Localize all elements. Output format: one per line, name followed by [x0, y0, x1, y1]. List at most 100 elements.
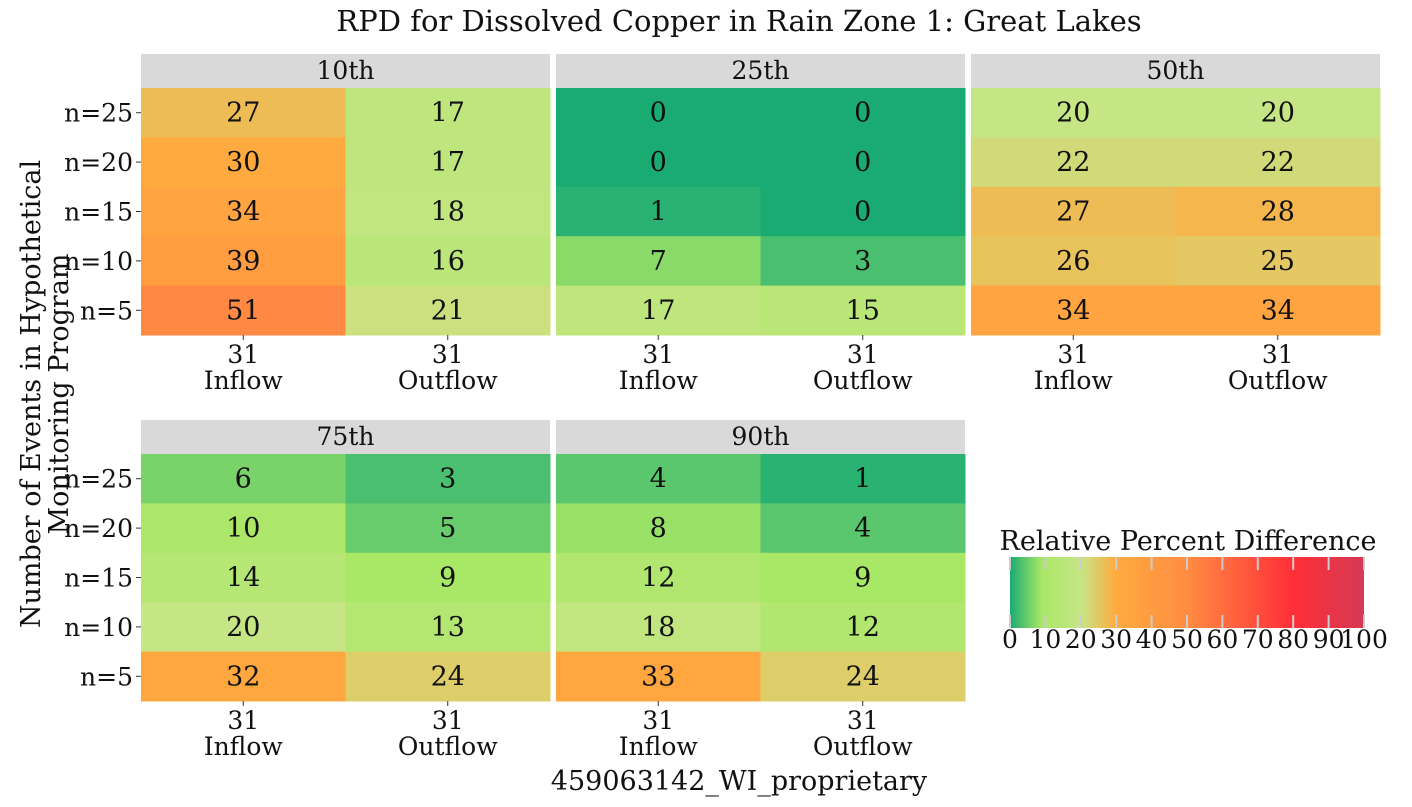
heatmap-cell — [345, 602, 551, 653]
heatmap-cell — [760, 454, 966, 504]
heatmap-cell — [141, 602, 346, 653]
heatmap-cell — [971, 186, 1176, 237]
color-legend: Relative Percent Difference 0 10 20 30 40 50 6… — [1000, 526, 1388, 654]
legend-tick-label: 100 — [1340, 625, 1388, 654]
legend-tick-label: 40 — [1136, 625, 1168, 654]
cell-value-label: 1 — [854, 464, 871, 495]
heatmap-cell — [556, 186, 761, 237]
strip-background — [141, 54, 550, 88]
panel-strip-label: 10th — [317, 56, 375, 85]
heatmap-cell — [760, 137, 966, 188]
heatmap-cell — [1175, 285, 1381, 336]
y-tick-label: n=20 — [64, 514, 133, 543]
y-axis-title-line1: Number of Events in Hypothetical — [16, 160, 47, 628]
cell-value-label: 0 — [854, 197, 871, 228]
heatmap-cell — [345, 236, 551, 287]
x-tick-name-label: Outflow — [1228, 366, 1328, 395]
heatmap-cell — [141, 88, 346, 138]
cell-value-label: 6 — [235, 464, 252, 495]
x-tick-count-label: 31 — [642, 706, 674, 735]
cell-value-label: 16 — [431, 246, 465, 277]
heatmap-cell — [141, 137, 346, 188]
cell-value-label: 34 — [226, 197, 260, 228]
x-tick-count-label: 31 — [432, 340, 464, 369]
x-tick-name-label: Inflow — [204, 366, 284, 395]
cell-value-label: 17 — [431, 147, 465, 178]
x-tick-name-label: Outflow — [813, 366, 913, 395]
legend-tick-label: 50 — [1171, 625, 1203, 654]
cell-value-label: 9 — [439, 563, 456, 594]
legend-tick-label: 30 — [1100, 625, 1132, 654]
y-axis-title-line2: Monitoring Program — [44, 253, 75, 534]
heatmap-cell — [1175, 88, 1381, 138]
heatmap-cell — [141, 454, 346, 504]
x-tick-count-label: 31 — [847, 706, 879, 735]
panel-strip-label: 50th — [1147, 56, 1205, 85]
x-tick-name-label: Inflow — [204, 732, 284, 761]
y-tick-label: n=15 — [64, 198, 133, 227]
strip-background — [556, 420, 965, 454]
cell-value-label: 27 — [1056, 197, 1090, 228]
cell-value-label: 26 — [1056, 246, 1090, 277]
heatmap-cell — [556, 236, 761, 287]
heatmap-cell — [345, 186, 551, 237]
heatmap-cell — [345, 503, 551, 554]
cell-value-label: 20 — [1056, 98, 1090, 129]
cell-value-label: 0 — [650, 98, 667, 129]
cell-value-label: 39 — [226, 246, 260, 277]
heatmap-cell — [345, 552, 551, 603]
legend-title: Relative Percent Difference — [1000, 526, 1377, 557]
cell-value-label: 9 — [854, 563, 871, 594]
cell-value-label: 18 — [431, 197, 465, 228]
heatmap-cell — [556, 552, 761, 603]
x-tick-name-label: Outflow — [813, 732, 913, 761]
cell-value-label: 17 — [641, 295, 675, 326]
y-tick-label: n=25 — [64, 99, 133, 128]
x-tick-count-label: 31 — [227, 340, 259, 369]
heatmap-cell — [971, 88, 1176, 138]
heatmap-cell — [760, 285, 966, 336]
cell-value-label: 22 — [1056, 147, 1090, 178]
strip-background — [971, 54, 1380, 88]
heatmap-cell — [345, 651, 551, 702]
heatmap-cell — [971, 236, 1176, 287]
cell-value-label: 4 — [650, 464, 667, 495]
cell-value-label: 25 — [1261, 246, 1295, 277]
heatmap-cell — [345, 137, 551, 188]
legend-tick-label: 60 — [1206, 625, 1238, 654]
heatmap-cell — [345, 454, 551, 504]
x-tick-name-label: Outflow — [398, 366, 498, 395]
heatmap-cell — [556, 503, 761, 554]
heatmap-cell — [141, 186, 346, 237]
x-axis-title: 459063142_WI_proprietary — [551, 766, 928, 797]
heatmap-cell — [556, 285, 761, 336]
heatmap-cell — [556, 602, 761, 653]
y-tick-label: n=5 — [80, 296, 133, 325]
heatmap-cell — [556, 137, 761, 188]
heatmap-cell — [760, 236, 966, 287]
cell-value-label: 13 — [431, 612, 465, 643]
x-tick-count-label: 31 — [1057, 340, 1089, 369]
heatmap-cell — [345, 88, 551, 138]
cell-value-label: 5 — [439, 513, 456, 544]
heatmap-cell — [760, 88, 966, 138]
y-tick-label: n=5 — [80, 662, 133, 691]
cell-value-label: 0 — [854, 98, 871, 129]
cell-value-label: 14 — [226, 563, 260, 594]
y-tick-label: n=10 — [64, 613, 133, 642]
cell-value-label: 12 — [846, 612, 880, 643]
legend-tick-label: 90 — [1313, 625, 1345, 654]
cell-value-label: 3 — [439, 464, 456, 495]
x-tick-count-label: 31 — [227, 706, 259, 735]
heatmap-cell — [1175, 186, 1381, 237]
y-tick-label: n=20 — [64, 148, 133, 177]
heatmap-cell — [1175, 137, 1381, 188]
x-tick-name-label: Outflow — [398, 732, 498, 761]
cell-value-label: 24 — [431, 661, 465, 692]
x-tick-count-label: 31 — [432, 706, 464, 735]
cell-value-label: 21 — [431, 295, 465, 326]
heatmap-cell — [1175, 236, 1381, 287]
